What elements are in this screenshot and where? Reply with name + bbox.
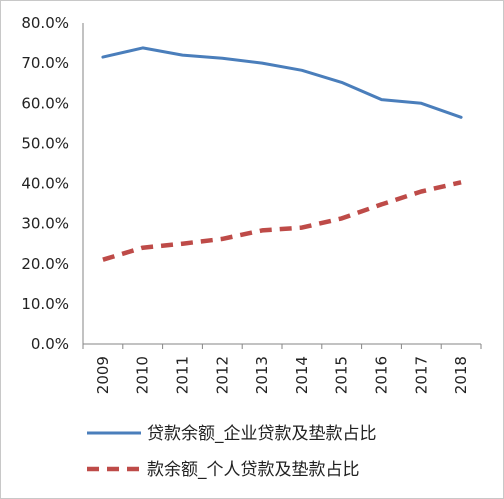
y-tick-label: 60.0%	[21, 94, 69, 112]
y-tick-label: 70.0%	[21, 54, 69, 72]
series-line-1	[101, 46, 463, 119]
x-axis-ticks	[82, 344, 482, 349]
x-tick-label: 2018	[452, 356, 470, 394]
y-tick-label: 40.0%	[21, 175, 69, 193]
x-tick-label: 2011	[174, 356, 192, 394]
legend-label-1: 贷款余额_企业贷款及垫款占比	[147, 424, 377, 444]
x-tick-label: 2015	[333, 356, 351, 394]
y-tick-label: 10.0%	[21, 295, 69, 313]
x-tick-label: 2012	[213, 356, 231, 394]
x-tick-label: 2010	[134, 356, 152, 394]
y-tick-label: 0.0%	[31, 335, 69, 353]
y-tick-label: 20.0%	[21, 255, 69, 273]
x-axis-tick-labels: 2009 2010 2011 2012 2013 2014 2015 2016 2017 2018	[94, 356, 470, 394]
legend-label-2: 款余额_个人贷款及垫款占比	[147, 460, 360, 480]
x-tick-label: 2009	[94, 356, 112, 394]
y-tick-label: 50.0%	[21, 134, 69, 152]
x-tick-label: 2017	[412, 356, 430, 394]
series-lines	[101, 46, 463, 262]
y-tick-label: 30.0%	[21, 215, 69, 233]
x-tick-label: 2013	[253, 356, 271, 394]
y-tick-label: 80.0%	[21, 14, 69, 32]
y-axis-tick-labels: 0.0% 10.0% 20.0% 30.0% 40.0% 50.0% 60.0% 70.0% 8…	[21, 14, 69, 353]
x-tick-label: 2014	[293, 356, 311, 394]
x-tick-label: 2016	[373, 356, 391, 394]
series-line-2	[102, 180, 462, 262]
